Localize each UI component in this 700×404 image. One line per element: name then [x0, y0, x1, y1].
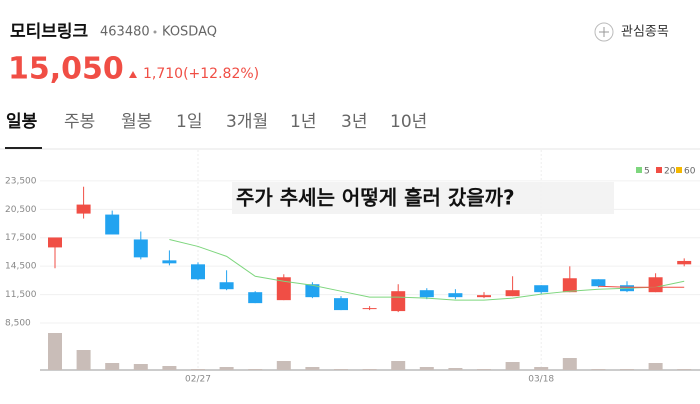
volume-bar: [534, 367, 549, 370]
volume-bar: [448, 368, 463, 370]
y-tick-label: 20,500: [5, 205, 37, 215]
candle-body: [276, 277, 291, 301]
watch-button[interactable]: 관심종목: [621, 25, 669, 40]
tab[interactable]: 1일: [176, 112, 202, 132]
y-tick-label: 14,500: [5, 262, 37, 272]
candle-body: [448, 293, 463, 298]
candle-body: [133, 239, 148, 258]
legend-swatch: [676, 167, 682, 173]
legend-label: 5: [644, 167, 650, 177]
volume-bar: [591, 369, 606, 370]
tab[interactable]: 일봉: [6, 112, 38, 132]
dot: [153, 30, 157, 34]
stock-name: 모티브링크: [10, 22, 89, 42]
volume-bar: [505, 362, 520, 370]
tab[interactable]: 10년: [390, 112, 427, 132]
candle-body: [219, 282, 234, 290]
price: 15,050: [8, 52, 124, 87]
candle-body: [105, 214, 120, 235]
tab[interactable]: 3개월: [226, 112, 268, 132]
volume-bar: [305, 367, 320, 370]
tab[interactable]: 3년: [341, 112, 367, 132]
candle-body: [362, 308, 377, 310]
x-tick-label: 03/18: [528, 375, 554, 385]
volume-bar: [219, 367, 234, 370]
change: 1,710(+12.82%): [143, 66, 259, 82]
volume-bar: [677, 369, 692, 370]
volume-bar: [562, 358, 577, 370]
y-tick-label: 17,500: [5, 233, 37, 243]
candle-body: [505, 290, 520, 297]
volume-bar: [191, 369, 205, 370]
y-tick-label: 8,500: [5, 319, 31, 329]
candle-body: [648, 277, 663, 293]
candle-body: [591, 279, 606, 287]
volume-bar: [620, 369, 634, 370]
plus: [599, 27, 609, 37]
candle-body: [76, 204, 91, 214]
ma-line: [598, 285, 685, 288]
tabs: 일봉 주봉 월봉 1일 3개월 1년 3년 10년: [6, 112, 427, 132]
volume-bar: [419, 367, 434, 370]
tab[interactable]: 1년: [290, 112, 316, 132]
x-tick-label: 02/27: [185, 375, 211, 385]
volume-bar: [477, 369, 491, 370]
volume-bar: [48, 333, 62, 370]
candle-body: [162, 260, 177, 264]
volume-bar: [162, 366, 177, 370]
volume-bar: [276, 361, 291, 370]
up-arrow: [129, 71, 137, 78]
y-tick-label: 23,500: [5, 176, 37, 186]
candle-body: [562, 278, 577, 293]
tab[interactable]: 주봉: [64, 112, 95, 132]
volume-bar: [391, 361, 406, 370]
candle-body: [419, 290, 434, 298]
candle-body: [48, 237, 62, 248]
volume-bar: [248, 369, 263, 370]
candle-body: [191, 264, 205, 280]
market: KOSDAQ: [162, 25, 217, 40]
volume-bar: [76, 350, 91, 370]
stock-code: 463480: [100, 25, 150, 40]
candle-body: [248, 292, 263, 304]
volume-bar: [133, 364, 148, 370]
candle-body: [534, 285, 549, 293]
volume-bar: [105, 363, 120, 370]
chart: 8,500 11,500 14,500 17,500 20,500 23,500 02/27…: [5, 150, 700, 385]
legend-label: 20: [664, 167, 676, 177]
candle-body: [677, 260, 692, 265]
candle-body: [305, 284, 320, 298]
title-bg: [232, 182, 614, 214]
volume-bar: [648, 363, 663, 370]
legend-swatch: [656, 167, 662, 173]
y-tick-label: 11,500: [5, 290, 37, 300]
candle-body: [477, 295, 491, 298]
volume-bar: [362, 369, 377, 370]
legend-label: 60: [684, 167, 696, 177]
legend-swatch: [636, 167, 642, 173]
volume-bar: [334, 369, 348, 370]
tab[interactable]: 월봉: [121, 112, 152, 132]
candle-body: [334, 298, 348, 311]
watch-icon[interactable]: [594, 22, 614, 42]
chart-title: 주가 추세는 어떻게 흘러 갔을까?: [236, 186, 515, 210]
candle-body: [391, 291, 406, 312]
ma-line: [169, 238, 685, 301]
